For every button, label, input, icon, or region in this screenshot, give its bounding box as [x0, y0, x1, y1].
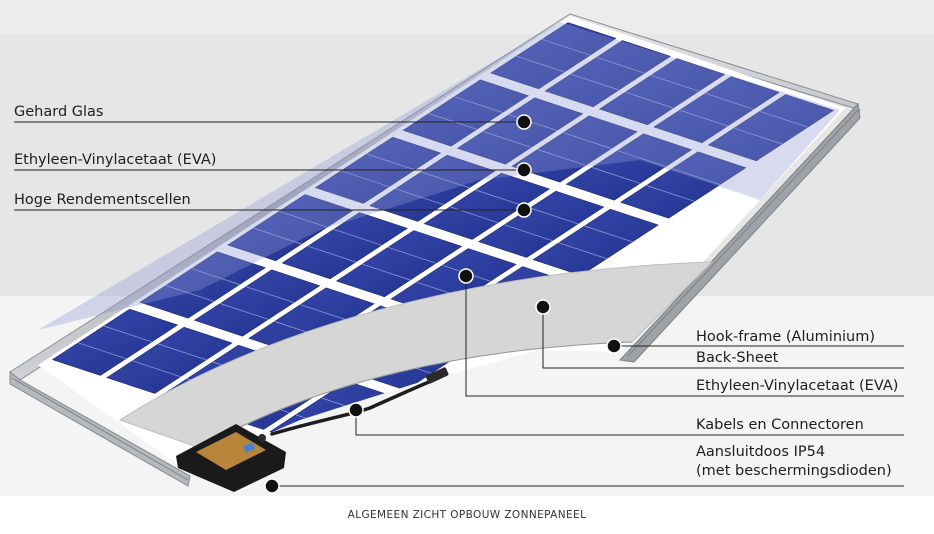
dot-frame: [606, 338, 622, 354]
cell-busbar: [253, 227, 302, 245]
cell-busbar: [428, 113, 477, 130]
cell-busbar: [132, 360, 181, 377]
cell-busbar: [508, 114, 558, 131]
cell-busbar: [591, 167, 641, 184]
cell-busbar: [421, 171, 470, 189]
dot-backsheet: [535, 299, 551, 315]
solar-cell: [620, 151, 747, 219]
solar-cell: [653, 76, 780, 144]
dot-cables: [348, 402, 364, 418]
glass-layer: [38, 22, 840, 330]
solar-cell: [106, 326, 233, 394]
cell-busbar: [530, 207, 579, 225]
cell-busbar: [362, 263, 411, 281]
solar-cell: [456, 97, 584, 165]
cell-busbar: [516, 55, 565, 73]
cell-busbar: [245, 286, 295, 303]
cell-busbar: [672, 168, 721, 185]
label-cables: Kabels en Connectoren: [696, 417, 864, 433]
cell-busbar: [300, 304, 349, 321]
cell-busbar: [537, 149, 586, 166]
cell-busbar: [449, 206, 499, 223]
cell-busbar: [78, 342, 127, 359]
cell-busbar: [454, 96, 503, 113]
cell-busbar: [475, 189, 524, 207]
solar-cells: [51, 22, 835, 448]
back-sheet-edge: [199, 341, 633, 449]
junction-box: [176, 424, 286, 492]
leader-lines: [14, 121, 904, 487]
cell-busbar: [646, 185, 695, 202]
cell-busbar: [333, 229, 382, 246]
cell-busbar: [387, 247, 437, 264]
cell-busbar: [596, 57, 645, 74]
cable: [270, 376, 440, 436]
cell-busbar: [158, 343, 207, 361]
cell-busbar: [679, 109, 728, 127]
dot-eva-bottom: [458, 268, 474, 284]
cell-busbar: [103, 325, 152, 343]
cell-busbar: [759, 111, 808, 128]
cell-busbar: [220, 303, 269, 320]
cell-busbar: [483, 131, 532, 148]
cell-busbar: [734, 127, 783, 145]
cell-busbar: [504, 224, 553, 241]
callout-dots: [264, 114, 622, 494]
dot-cells: [516, 202, 532, 218]
cell-busbar: [584, 225, 633, 243]
dot-glass: [516, 114, 532, 130]
background-band-top: [0, 0, 934, 34]
label-gehard-glas: Gehard Glas: [14, 104, 104, 120]
cell-busbar: [191, 268, 240, 285]
cell-busbar: [558, 242, 607, 259]
label-cells: Hoge Rendementscellen: [14, 192, 191, 208]
dot-junction-box: [264, 478, 280, 494]
cell-busbar: [563, 132, 612, 149]
cell-busbar: [570, 73, 619, 91]
figure-caption: ALGEMEEN ZICHT OPBOUW ZONNEPANEEL: [347, 509, 587, 521]
cell-busbar: [366, 153, 415, 171]
cell-busbar: [341, 170, 390, 187]
cell-busbar: [165, 285, 214, 302]
cell-busbar: [650, 75, 700, 92]
cell-busbar: [542, 39, 591, 56]
label-eva-bottom: Ethyleen-Vinylacetaat (EVA): [696, 378, 899, 394]
label-junction-box: Aansluitdoos IP54 (met beschermingsdiode…: [696, 444, 892, 479]
cell-busbar: [617, 150, 666, 167]
dot-eva-top: [516, 162, 532, 178]
cell-busbar: [307, 245, 356, 263]
cell-busbar: [705, 93, 754, 110]
cell-busbar: [395, 188, 444, 205]
cell-busbar: [279, 211, 328, 228]
label-back-sheet: Back-Sheet: [696, 350, 779, 366]
cell-busbar: [625, 91, 674, 109]
label-hook-frame: Hook-frame (Aluminium): [696, 329, 876, 345]
connector: [425, 367, 449, 384]
label-eva-top: Ethyleen-Vinylacetaat (EVA): [14, 152, 217, 168]
